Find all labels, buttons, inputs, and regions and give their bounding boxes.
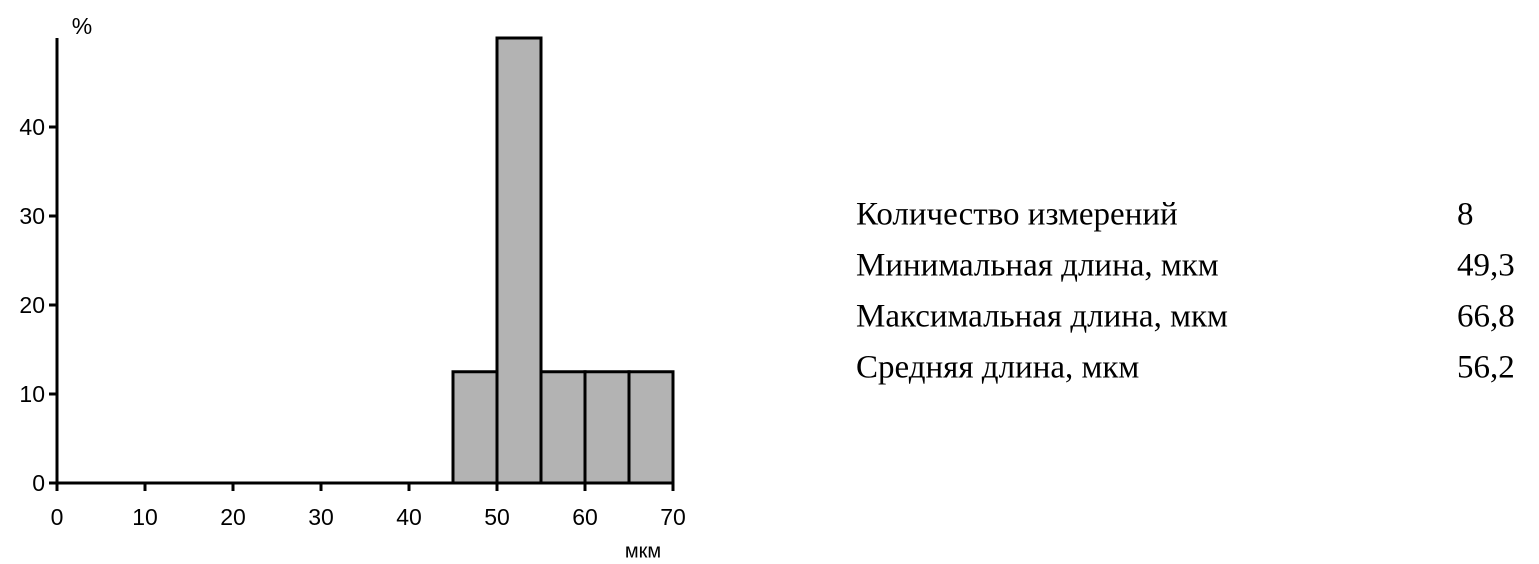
y-tick-label: 30 — [19, 203, 45, 229]
x-tick-label: 70 — [660, 504, 686, 530]
x-tick-label: 10 — [132, 504, 158, 530]
stat-value: 56,2 — [1457, 350, 1515, 386]
stat-value: 8 — [1457, 197, 1474, 233]
stat-label: Минимальная длина, мкм — [856, 248, 1219, 284]
x-axis-label: мкм — [625, 540, 661, 562]
x-tick-label: 60 — [572, 504, 598, 530]
bar — [451, 370, 499, 485]
bar — [539, 370, 587, 485]
y-tick-label: 10 — [19, 381, 45, 407]
x-tick-label: 30 — [308, 504, 334, 530]
bar — [583, 370, 631, 485]
bar — [627, 370, 675, 485]
stat-label: Средняя длина, мкм — [856, 350, 1139, 386]
stat-label: Количество измерений — [856, 197, 1178, 233]
stat-label: Максимальная длина, мкм — [856, 299, 1228, 335]
y-tick-label: 20 — [19, 292, 45, 318]
bar — [495, 36, 543, 485]
y-tick-label: 40 — [19, 114, 45, 140]
y-axis-label: % — [72, 13, 92, 39]
x-tick-label: 20 — [220, 504, 246, 530]
y-tick-label: 0 — [32, 470, 45, 496]
x-tick-label: 50 — [484, 504, 510, 530]
stat-value: 49,3 — [1457, 248, 1515, 284]
stat-value: 66,8 — [1457, 299, 1515, 335]
x-tick-label: 0 — [51, 504, 64, 530]
x-tick-label: 40 — [396, 504, 422, 530]
